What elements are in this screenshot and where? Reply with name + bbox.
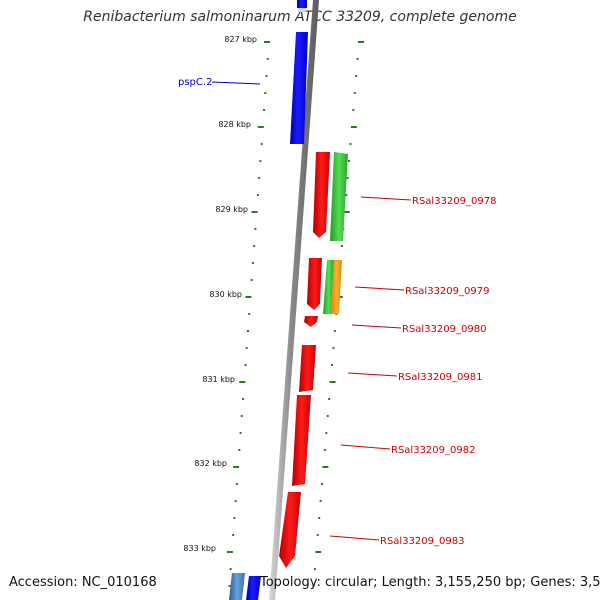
genes [229,0,348,600]
scale-labels: 827 kbp 828 kbp 829 kbp 830 kbp 831 kbp … [183,35,257,553]
gene-blue-top[interactable] [297,0,307,8]
gene-green-0978[interactable] [330,152,348,241]
gene-label-rsal-0979[interactable]: RSal33209_0979 [405,286,489,297]
topology-stats: Topology: circular; Length: 3,155,250 bp… [260,575,600,590]
gene-blue-bottom[interactable] [246,576,261,600]
gene-label-pspC2[interactable]: pspC.2 [178,77,212,88]
gene-steel-bottom[interactable] [229,573,245,600]
gene-label-rsal-0980[interactable]: RSal33209_0980 [402,324,486,335]
gene-label-rsal-0981[interactable]: RSal33209_0981 [398,372,482,383]
map-title: Renibacterium salmoninarum ATCC 33209, c… [83,9,517,25]
scale-label-832: 832 kbp [194,459,227,468]
scale-label-827: 827 kbp [224,35,257,44]
scale-label-833: 833 kbp [183,544,216,553]
gene-label-rsal-0982[interactable]: RSal33209_0982 [391,445,475,456]
label-leaders [211,81,412,541]
scale-label-829: 829 kbp [215,205,248,214]
scale-ticks [226,41,364,587]
gene-green-0979[interactable] [323,260,334,314]
gene-label-rsal-0978[interactable]: RSal33209_0978 [412,196,496,207]
scale-label-830: 830 kbp [209,290,242,299]
scale-label-831: 831 kbp [202,375,235,384]
gene-labels: pspC.2 RSal33209_0978 RSal33209_0979 RSa… [178,77,496,547]
gene-rsal-0981[interactable] [299,345,316,392]
gene-orange-0979[interactable] [331,260,342,314]
gene-rsal-0982[interactable] [292,395,311,486]
gene-rsal-0983[interactable] [279,492,301,568]
gene-rsal-0980[interactable] [304,316,318,327]
gene-rsal-0979-red[interactable] [307,258,322,310]
gene-rsal-0978[interactable] [313,152,330,238]
gene-label-rsal-0983[interactable]: RSal33209_0983 [380,536,464,547]
scale-label-828: 828 kbp [218,120,251,129]
genome-backbone [269,0,319,600]
accession-text: Accession: NC_010168 [9,575,157,590]
gene-pspC2[interactable] [290,32,308,144]
